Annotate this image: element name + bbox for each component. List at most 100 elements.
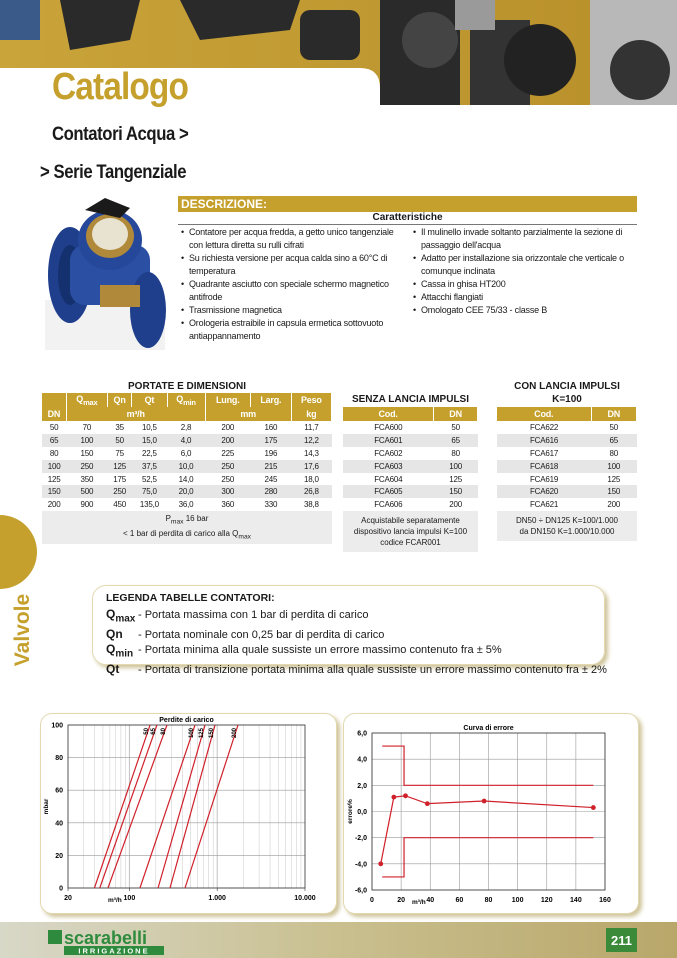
x-tick-label: 60	[455, 897, 463, 904]
note-line: Pmax 16 bar	[42, 513, 332, 528]
data-cell: 250	[205, 459, 251, 473]
data-cell: 125	[47, 474, 61, 484]
data-cell: 65	[433, 433, 478, 447]
data-cell: 17,6	[291, 459, 332, 473]
data-cell: 11,7	[304, 422, 319, 432]
data-cell: 10,0	[167, 459, 206, 473]
data-cell: 50	[107, 433, 132, 447]
table: Cod. DN FCA600 50 FCA601 65 FCA602 80 FCA603 100 F…	[343, 407, 478, 511]
data-cell: FCA617	[529, 448, 559, 458]
x-tick-label: 0	[370, 897, 374, 904]
header-text: Lung.	[216, 395, 240, 405]
table-senza: SENZA LANCIA IMPULSI Cod. DN FCA600 50 FCA601…	[343, 393, 478, 553]
series-label: 80	[161, 727, 167, 734]
chart-box	[40, 713, 337, 914]
symbol-text-sub: min	[115, 648, 134, 660]
data-cell: 26,8	[291, 485, 332, 499]
symbol-text: Q	[106, 607, 116, 621]
feature: Orologeria estraibile in capsula ermetic…	[181, 317, 404, 343]
page-number: 211	[611, 933, 632, 948]
x-tick-label: 160	[599, 897, 611, 904]
data-cell: 50	[49, 422, 59, 432]
units-cell: kg	[291, 407, 333, 421]
header-cell: Cod.	[343, 407, 435, 421]
data-cell: 50	[451, 422, 460, 432]
data-cell: 14,0	[178, 474, 194, 484]
data-cell: 245	[264, 474, 278, 484]
table-portate: PORTATE E DIMENSIONI Qmax Qn Qt Qmin Lung. Lar…	[42, 380, 333, 545]
table-title: PORTATE E DIMENSIONI	[128, 381, 246, 392]
data-row: 150 500 250 75,0 20,0 300 280 26,8	[42, 485, 332, 499]
header-cell: DN	[591, 407, 638, 421]
data-point	[378, 861, 384, 867]
data-cell: 50	[609, 422, 619, 432]
data-cell: FCA621	[529, 500, 559, 510]
series-label: 50	[144, 727, 150, 734]
legend-item: Qt - Portata di transizione portata minim…	[106, 662, 607, 678]
series-label: 65	[151, 727, 157, 734]
table-title: CON LANCIA IMPULSI	[514, 381, 620, 392]
units-row: DN m³/h mm kg	[42, 407, 333, 421]
side-tab: Valvole	[0, 515, 37, 666]
chart-title: Perdite di carico	[159, 717, 213, 724]
note-text: 16 bar	[183, 514, 209, 524]
header-cell: Peso	[291, 393, 333, 407]
data-cell: 150	[433, 485, 478, 499]
data-cell: 80	[49, 448, 59, 458]
legend-symbol: Qt	[106, 662, 138, 677]
description-subtitle: Caratteristiche	[178, 212, 637, 225]
y-tick-label: 20	[55, 853, 63, 860]
x-tick-label: 120	[541, 897, 553, 904]
header-text-sub: min	[183, 397, 196, 407]
data-point	[403, 793, 408, 799]
feature: Cassa in ghisa HT200	[413, 278, 643, 291]
data-cell: 37,5	[131, 459, 167, 473]
breadcrumb: Contatori Acqua >	[52, 124, 189, 145]
series-label: 100	[189, 727, 195, 738]
header-cell: Qmin	[167, 393, 206, 407]
legend-item: Qmax - Portata massima con 1 bar di perdi…	[106, 607, 604, 627]
data-cell: FCA601	[343, 433, 434, 447]
feature: Quadrante asciutto con speciale schermo …	[181, 278, 404, 304]
feature: Contatore per acqua fredda, a getto unic…	[181, 226, 404, 252]
data-cell: 250	[221, 474, 235, 484]
features-left: Contatore per acqua fredda, a getto unic…	[180, 226, 404, 343]
x-axis-label: m³/h	[108, 897, 122, 904]
data-cell: 22,5	[141, 448, 157, 458]
header-cell	[42, 393, 67, 407]
footer: scarabelli IRRIGAZIONE 211	[0, 922, 677, 958]
header-cell: Qn	[107, 393, 133, 407]
series-line	[380, 795, 594, 864]
header-cell: Larg.	[250, 393, 292, 407]
symbol-text: Qt	[106, 662, 120, 677]
data-cell: 175	[113, 474, 126, 484]
series-line	[382, 745, 594, 786]
data-cell: FCA622	[529, 422, 559, 432]
note-line: codice FCAR001	[380, 538, 441, 548]
table-con: CON LANCIA IMPULSI K=100 Cod. DN FCA622 50 FCA…	[497, 380, 638, 542]
series-line	[157, 725, 206, 888]
legend-text: - Portata di transizione portata minima …	[138, 664, 607, 677]
legend-symbol: Qmax	[106, 607, 138, 627]
data-cell: 70	[82, 422, 92, 432]
data-row: FCA602 80	[343, 447, 478, 460]
data-cell: 330	[264, 500, 278, 510]
data-cell: FCA605	[343, 485, 434, 499]
data-cell: 150	[42, 485, 67, 499]
x-tick-label: 10.000	[294, 895, 316, 902]
data-row: 65 100 50 15,0 4,0 200 175 12,2	[42, 433, 332, 447]
series-label: 125	[199, 727, 205, 738]
y-tick-label: 100	[51, 723, 63, 730]
legend-symbol: Qmin	[106, 642, 138, 662]
data-row: FCA621 200	[497, 498, 637, 511]
data-cell: FCA602	[374, 448, 403, 458]
data-cell: 135,0	[139, 500, 159, 510]
header-text: Q	[176, 393, 184, 404]
data-cell: 900	[80, 500, 94, 510]
header-row: Cod. DN	[497, 407, 638, 421]
series-line	[169, 725, 216, 888]
data-cell: 35	[115, 422, 124, 432]
y-tick-label: 80	[55, 755, 63, 762]
x-tick-label: 20	[64, 895, 72, 902]
y-axis-label: mbar	[43, 798, 50, 814]
